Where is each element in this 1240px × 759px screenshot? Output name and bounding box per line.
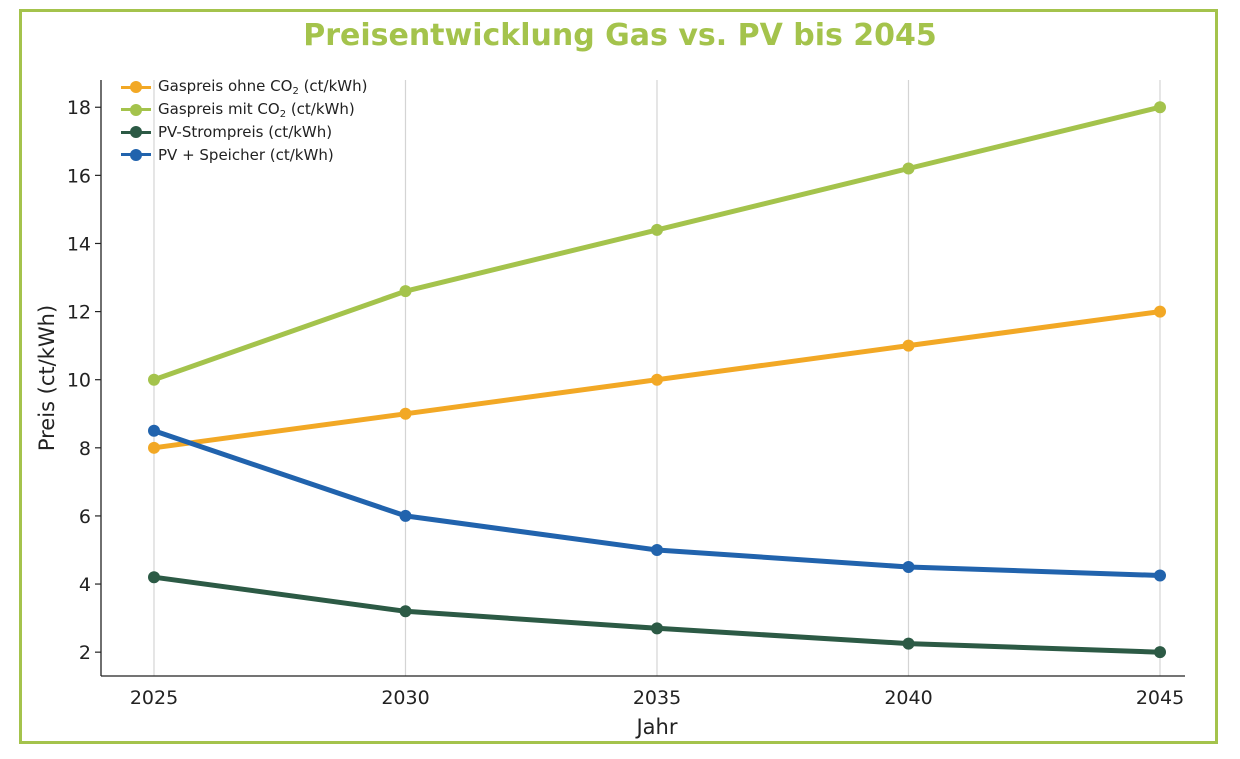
legend-marker-3 (120, 121, 152, 143)
series-3 (148, 571, 1166, 659)
data-point-2-2045 (1154, 101, 1166, 114)
legend-label-1: Gaspreis ohne CO2 (ct/kWh) (158, 77, 368, 98)
legend-label-4: PV + Speicher (ct/kWh) (158, 145, 334, 164)
data-point-1-2035 (651, 373, 663, 386)
x-tick-label-2040: 2040 (884, 687, 932, 709)
data-point-4-2040 (902, 561, 915, 574)
legend-marker-2 (120, 99, 152, 121)
data-point-4-2030 (399, 509, 412, 522)
data-point-1-2040 (902, 339, 915, 352)
series-1 (148, 305, 1166, 454)
x-tick-label-2030: 2030 (381, 687, 429, 709)
legend-item-1: Gaspreis ohne CO2 (ct/kWh) (120, 76, 368, 99)
data-point-1-2025 (148, 441, 160, 454)
data-point-2-2025 (148, 373, 160, 386)
data-point-4-2025 (148, 424, 160, 437)
data-point-2-2035 (651, 223, 663, 236)
series-lines (148, 101, 1166, 659)
y-tick-label-4: 4 (79, 574, 91, 596)
y-tick-label-16: 16 (67, 165, 91, 187)
data-point-4-2045 (1154, 569, 1166, 582)
data-point-3-2030 (399, 605, 412, 618)
legend-item-4: PV + Speicher (ct/kWh) (120, 144, 368, 167)
series-2 (148, 101, 1166, 386)
axes (100, 80, 1185, 677)
chart-frame (19, 9, 1218, 744)
data-point-3-2035 (651, 622, 663, 635)
y-axis-label: Preis (ct/kWh) (35, 305, 59, 451)
data-point-2-2030 (399, 285, 412, 298)
y-tick-label-18: 18 (67, 97, 91, 119)
legend-item-2: Gaspreis mit CO2 (ct/kWh) (120, 99, 368, 122)
legend-marker-4 (120, 144, 152, 166)
data-point-3-2025 (148, 571, 160, 584)
legend-item-3: PV-Strompreis (ct/kWh) (120, 121, 368, 144)
y-tick-labels: 2 4 6 8 10 12 14 16 18 (67, 97, 101, 664)
x-axis-label: Jahr (634, 715, 677, 739)
data-point-1-2030 (399, 407, 412, 420)
x-tick-label-2025: 2025 (130, 687, 178, 709)
data-point-1-2045 (1154, 305, 1166, 318)
legend-label-2: Gaspreis mit CO2 (ct/kWh) (158, 99, 355, 120)
y-tick-label-8: 8 (79, 438, 91, 460)
legend: Gaspreis ohne CO2 (ct/kWh) Gaspreis mit C… (120, 76, 368, 166)
legend-label-3: PV-Strompreis (ct/kWh) (158, 123, 333, 142)
y-tick-label-10: 10 (67, 370, 91, 392)
y-tick-label-2: 2 (79, 642, 91, 664)
x-tick-label-2035: 2035 (633, 687, 681, 709)
y-tick-label-12: 12 (67, 302, 91, 324)
y-tick-label-14: 14 (67, 233, 91, 255)
chart-title: Preisentwicklung Gas vs. PV bis 2045 (303, 18, 937, 53)
data-point-4-2035 (651, 543, 663, 556)
data-point-3-2045 (1154, 646, 1166, 659)
y-tick-label-6: 6 (79, 506, 91, 528)
x-tick-label-2045: 2045 (1136, 687, 1184, 709)
x-tick-labels: 2025 2030 2035 2040 2045 (130, 687, 1184, 709)
data-point-2-2040 (902, 162, 915, 175)
legend-marker-1 (120, 76, 152, 98)
series-4 (148, 424, 1166, 582)
data-point-3-2040 (902, 637, 915, 650)
